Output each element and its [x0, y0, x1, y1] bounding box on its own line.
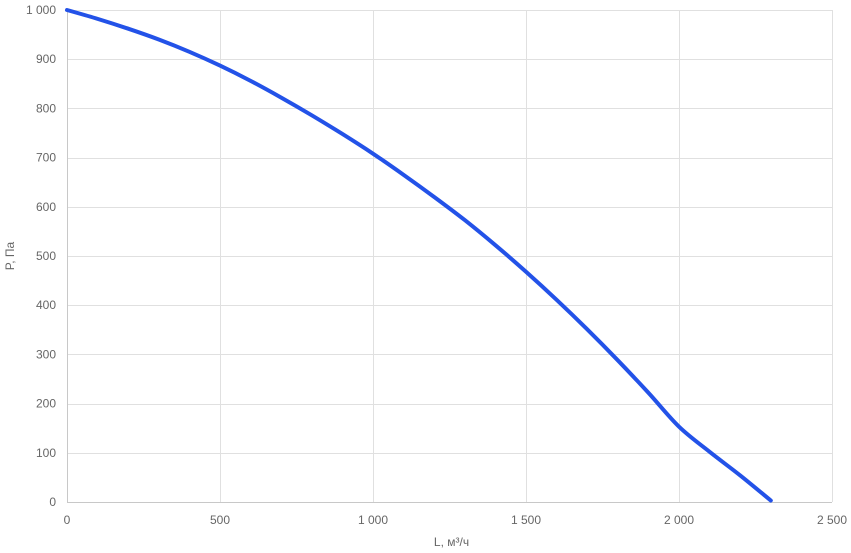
x-tick-labels: 0 500 1 000 1 500 2 000 2 500 — [64, 513, 848, 527]
y-tick-label: 100 — [36, 446, 56, 460]
y-tick-label: 700 — [36, 151, 56, 165]
y-tick-label: 600 — [36, 200, 56, 214]
x-tick-label: 0 — [64, 513, 71, 527]
x-tick-label: 1 500 — [511, 513, 541, 527]
y-tick-label: 300 — [36, 347, 56, 361]
x-axis-title: L, м³/ч — [434, 535, 469, 549]
y-tick-label: 500 — [36, 249, 56, 263]
x-tick-label: 2 500 — [817, 513, 847, 527]
y-tick-label: 800 — [36, 101, 56, 115]
y-tick-label: 0 — [49, 495, 56, 509]
series-line — [65, 8, 773, 503]
y-tick-label: 200 — [36, 397, 56, 411]
x-tick-label: 2 000 — [664, 513, 694, 527]
x-tick-label: 500 — [210, 513, 230, 527]
y-tick-labels: 0 100 200 300 400 500 600 700 800 900 1 000 — [26, 3, 56, 509]
y-tick-label: 1 000 — [26, 3, 56, 17]
y-tick-label: 900 — [36, 52, 56, 66]
axes — [67, 10, 832, 503]
y-tick-label: 400 — [36, 298, 56, 312]
horizontal-gridlines — [67, 10, 832, 454]
x-tick-label: 1 000 — [358, 513, 388, 527]
y-axis-title: P, Па — [3, 241, 17, 270]
series-group — [65, 8, 773, 503]
